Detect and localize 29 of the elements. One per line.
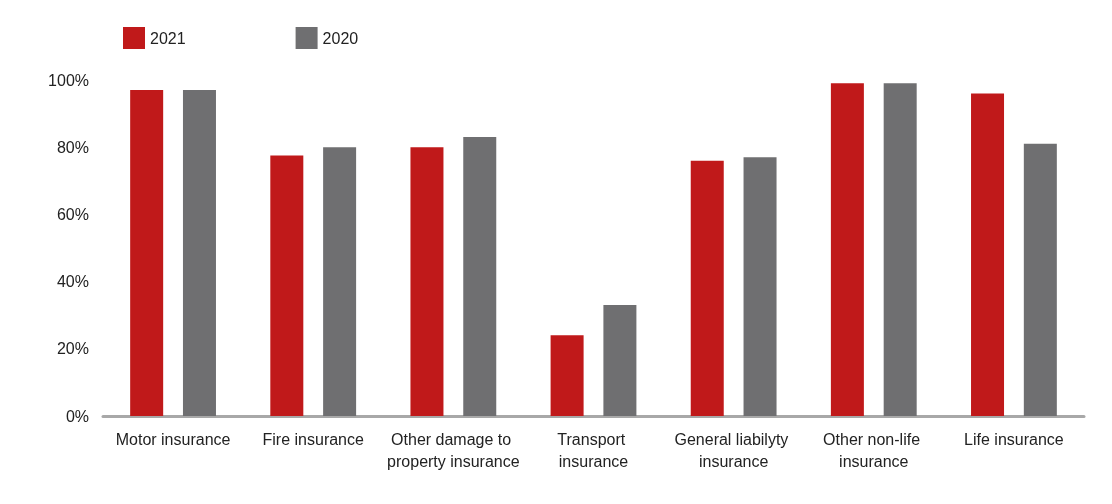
bar	[1023, 143, 1057, 416]
x-tick-label: Fire insurance	[262, 430, 364, 448]
x-tick-label: Transport insurance	[557, 430, 630, 470]
x-tick-label: Motor insurance	[115, 430, 231, 448]
y-tick-label: 100%	[48, 71, 89, 89]
legend-label: 2021	[150, 29, 186, 47]
x-tick-label: Life insurance	[964, 430, 1064, 448]
y-tick-label: 60%	[56, 205, 89, 223]
bar	[270, 155, 304, 416]
bar	[883, 83, 917, 416]
bar	[603, 305, 637, 416]
y-tick-label: 0%	[65, 407, 89, 425]
y-tick-label: 20%	[56, 340, 89, 358]
x-tick-label: General liabilyty insurance	[674, 430, 793, 470]
bar	[743, 157, 777, 416]
bar	[830, 83, 864, 416]
bar	[182, 90, 216, 416]
legend-label: 2020	[322, 29, 359, 47]
bar	[410, 147, 444, 416]
x-tick-label: Other damage to property insurance	[387, 430, 520, 470]
y-tick-label: 80%	[56, 138, 89, 156]
bar	[550, 335, 584, 416]
y-tick-label: 40%	[56, 273, 89, 291]
bar	[690, 160, 724, 416]
bar	[463, 137, 497, 416]
bar	[130, 90, 164, 416]
bar	[971, 93, 1005, 416]
bar	[323, 147, 357, 416]
x-tick-label: Other non-life insurance	[823, 430, 925, 470]
